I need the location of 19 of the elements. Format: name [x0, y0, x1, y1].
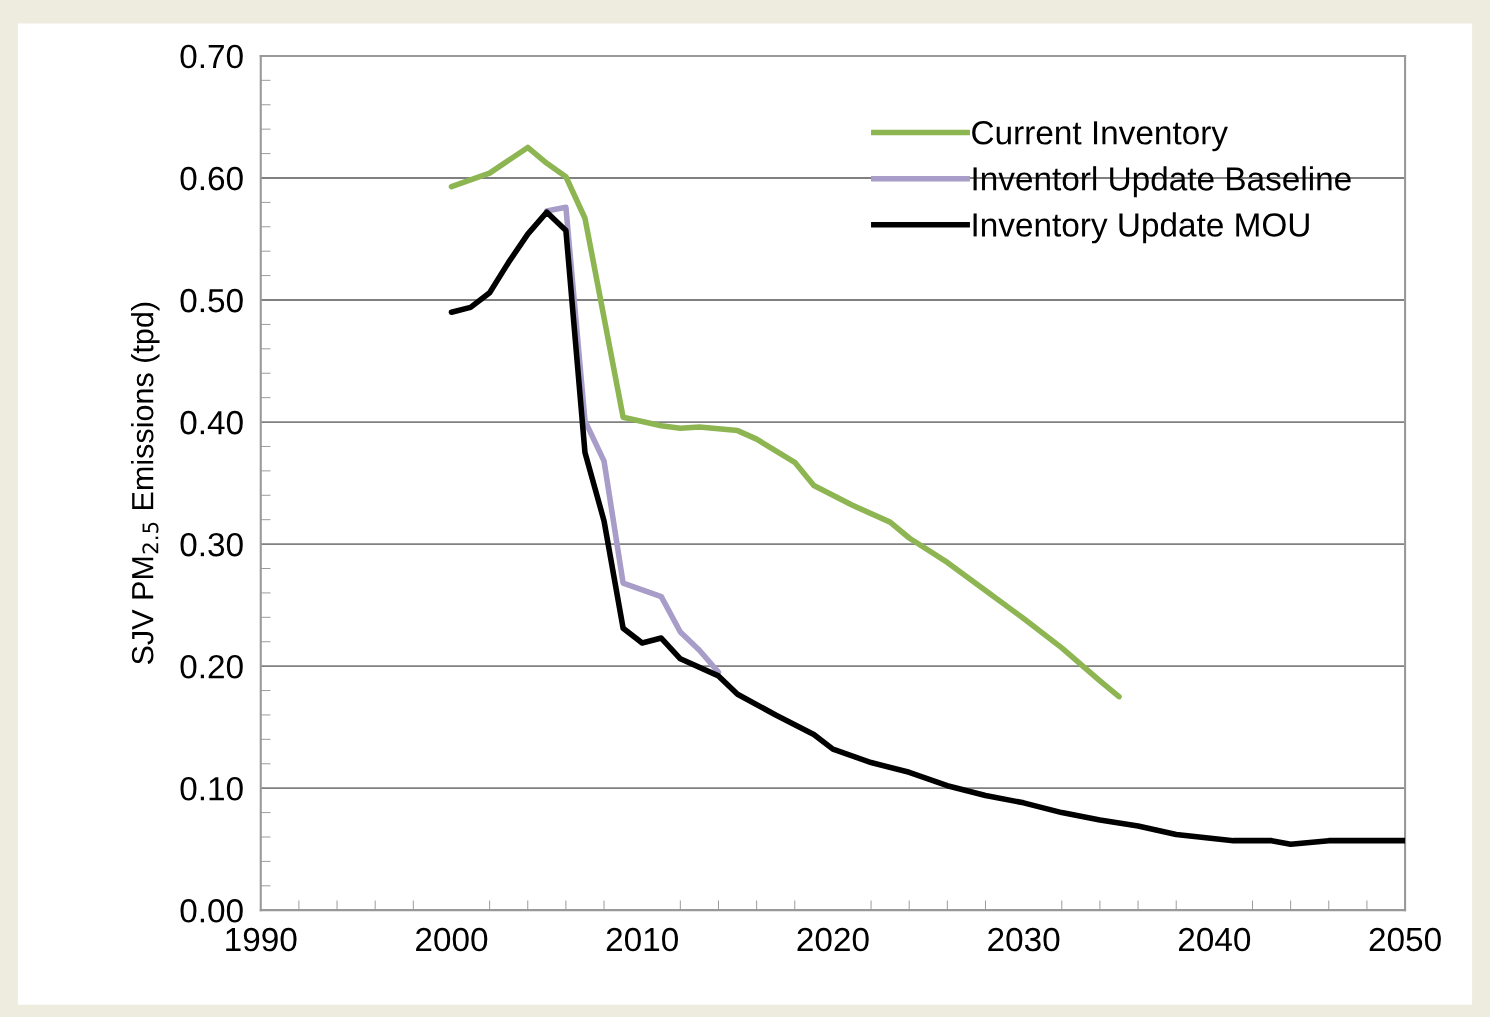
- x-tick-label: 2020: [797, 927, 869, 952]
- x-tick-label: 2000: [416, 927, 488, 952]
- legend-label: Inventory Update MOU: [973, 212, 1309, 244]
- legend-label: Current Inventory: [972, 120, 1228, 152]
- y-tick-label: 0.30: [180, 532, 243, 557]
- x-tick-label: 2050: [1369, 927, 1441, 952]
- y-tick-label: 0.50: [180, 288, 243, 313]
- x-tick-label: 2040: [1178, 927, 1251, 952]
- y-tick-label: 0.00: [180, 899, 243, 923]
- x-tick-label: 2030: [988, 927, 1060, 952]
- y-tick-label: 0.70: [180, 44, 243, 69]
- y-axis-title: SJV PM$_{2.5}$ Emissions (tpd): [131, 302, 160, 665]
- x-tick-label: 2010: [606, 927, 678, 952]
- x-tick-label: 1990: [226, 927, 297, 952]
- y-tick-label: 0.40: [180, 410, 243, 435]
- legend-label: Inventorl Update Baseline: [973, 166, 1351, 198]
- y-tick-label: 0.10: [180, 776, 243, 801]
- y-tick-label: 0.60: [180, 166, 243, 191]
- y-tick-label: 0.20: [180, 654, 243, 679]
